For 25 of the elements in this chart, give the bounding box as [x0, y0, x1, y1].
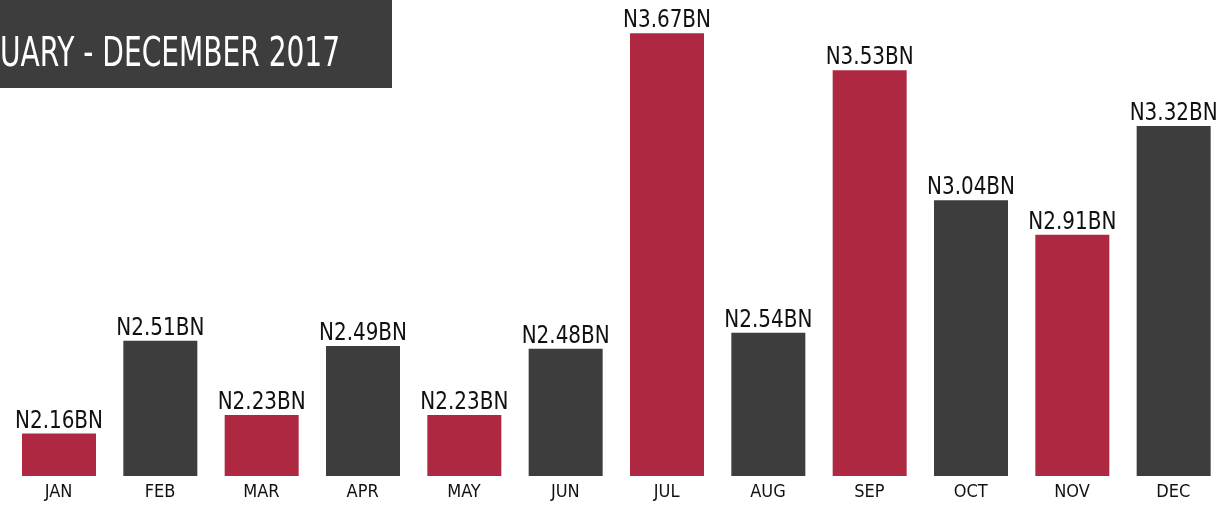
- data-label: N2.91BN: [1028, 205, 1128, 235]
- data-label: N3.04BN: [927, 171, 1027, 201]
- x-tick-label: AUG: [750, 479, 786, 501]
- data-label: N3.32BN: [1129, 97, 1229, 127]
- data-label: N2.23BN: [217, 386, 317, 416]
- x-tick-label: DEC: [1156, 479, 1191, 501]
- x-tick-label: OCT: [953, 479, 988, 501]
- x-tick-label: MAR: [243, 479, 280, 501]
- x-tick-label: MAY: [447, 479, 481, 501]
- x-tick-label: NOV: [1054, 479, 1090, 501]
- data-label: N2.23BN: [420, 386, 520, 416]
- data-label: N3.53BN: [825, 41, 925, 71]
- x-tick-label: FEB: [144, 479, 176, 501]
- data-label: N2.48BN: [521, 319, 621, 349]
- chart-title: UARY - DECEMBER 2017: [0, 29, 341, 75]
- data-label: N2.54BN: [724, 303, 824, 333]
- x-tick-label: JUL: [652, 479, 680, 501]
- x-tick-label: JUN: [549, 479, 580, 501]
- data-label: N2.16BN: [15, 404, 115, 434]
- data-label: N3.67BN: [623, 4, 723, 34]
- x-tick-label: SEP: [854, 479, 885, 501]
- data-label: N2.49BN: [319, 317, 419, 347]
- x-tick-label: APR: [346, 479, 379, 501]
- data-label: N2.51BN: [116, 311, 216, 341]
- x-tick-label: JAN: [43, 479, 73, 501]
